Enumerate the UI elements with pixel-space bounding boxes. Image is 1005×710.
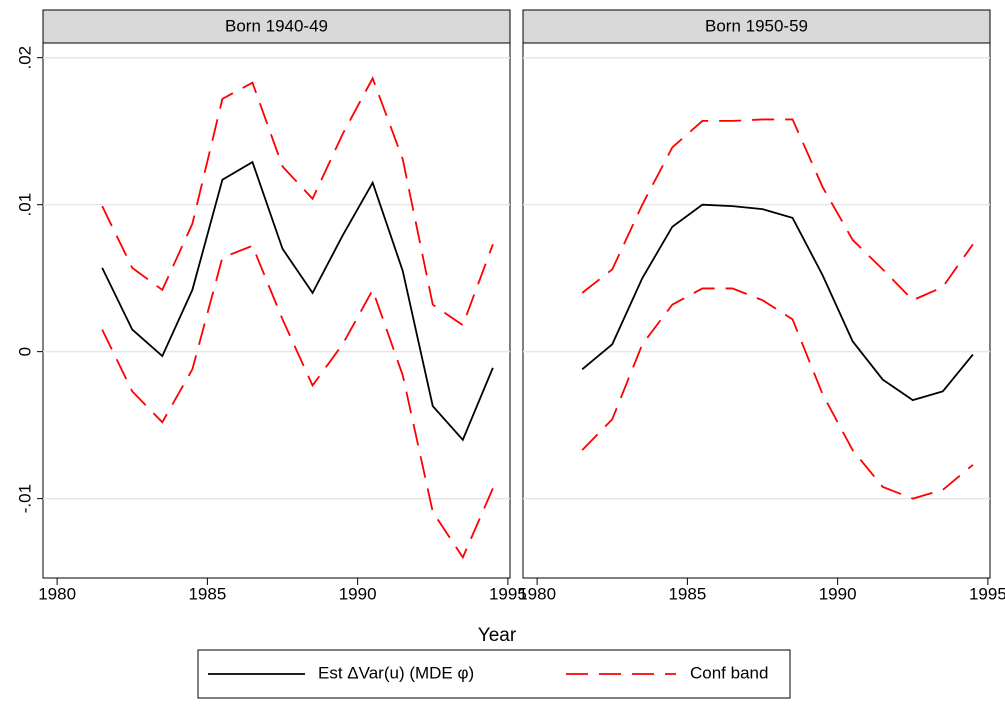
line-series (581, 203, 974, 402)
line-series (101, 244, 494, 560)
x-tick-label: 1980 (38, 584, 76, 603)
x-tick-label: 1990 (339, 584, 377, 603)
x-axis-label: Year (478, 625, 517, 646)
panel-header (42, 9, 511, 44)
panel-title: Born 1950-59 (705, 16, 808, 35)
y-tick-label: .01 (15, 193, 34, 217)
x-tick-label: 1990 (819, 584, 857, 603)
plot-area (522, 42, 991, 579)
legend-label: Est ΔVar(u) (MDE φ) (318, 663, 474, 682)
panel-title: Born 1940-49 (225, 16, 328, 35)
y-tick-label: -.01 (15, 484, 34, 513)
line-series (581, 287, 974, 500)
x-tick-label: 1985 (188, 584, 226, 603)
line-series (101, 160, 494, 442)
legend-label: Conf band (690, 663, 768, 682)
x-tick-label: 1995 (969, 584, 1005, 603)
y-tick-label: 0 (15, 347, 34, 356)
line-series (581, 118, 974, 302)
line-series (101, 76, 494, 327)
panel-header (522, 9, 991, 44)
x-tick-label: 1980 (518, 584, 556, 603)
x-tick-label: 1995 (489, 584, 527, 603)
x-tick-label: 1985 (668, 584, 706, 603)
plot-area (42, 42, 511, 579)
y-tick-label: .02 (15, 46, 34, 70)
